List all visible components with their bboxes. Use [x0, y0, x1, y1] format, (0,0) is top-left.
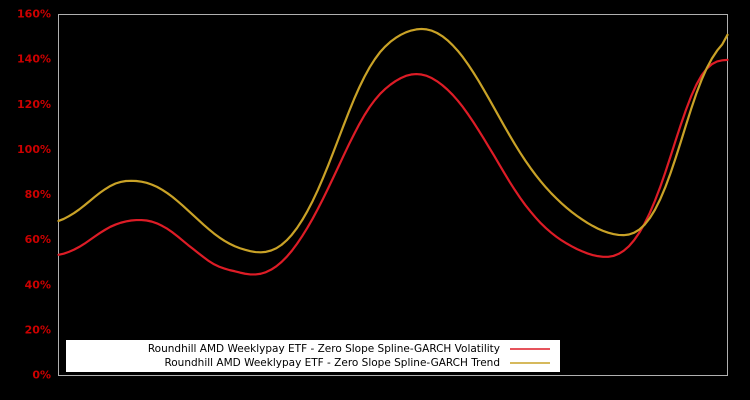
series-line-volatility: [57, 58, 729, 276]
series-lines: [57, 27, 729, 276]
legend-label: Roundhill AMD Weeklypay ETF - Zero Slope…: [164, 357, 500, 369]
y-axis-tick-label: 100%: [17, 143, 51, 156]
y-axis-tick-label: 40%: [25, 278, 51, 291]
legend-background: [66, 340, 560, 372]
y-axis-tick-labels: 0% 20% 40% 60% 80% 100% 120% 140% 160%: [17, 8, 51, 382]
y-axis-tick-label: 20%: [25, 323, 51, 336]
series-line-trend: [57, 27, 729, 254]
chart-legend[interactable]: Roundhill AMD Weeklypay ETF - Zero Slope…: [66, 340, 560, 372]
y-axis-tick-label: 120%: [17, 98, 51, 111]
plot-frame: [58, 14, 728, 376]
y-axis-tick-label: 140%: [17, 53, 51, 66]
y-axis-tick-label: 80%: [25, 188, 51, 201]
y-axis-tick-label: 0%: [32, 369, 51, 382]
y-axis-tick-label: 60%: [25, 233, 51, 246]
legend-label: Roundhill AMD Weeklypay ETF - Zero Slope…: [148, 343, 500, 355]
y-axis-tick-label: 160%: [17, 8, 51, 21]
